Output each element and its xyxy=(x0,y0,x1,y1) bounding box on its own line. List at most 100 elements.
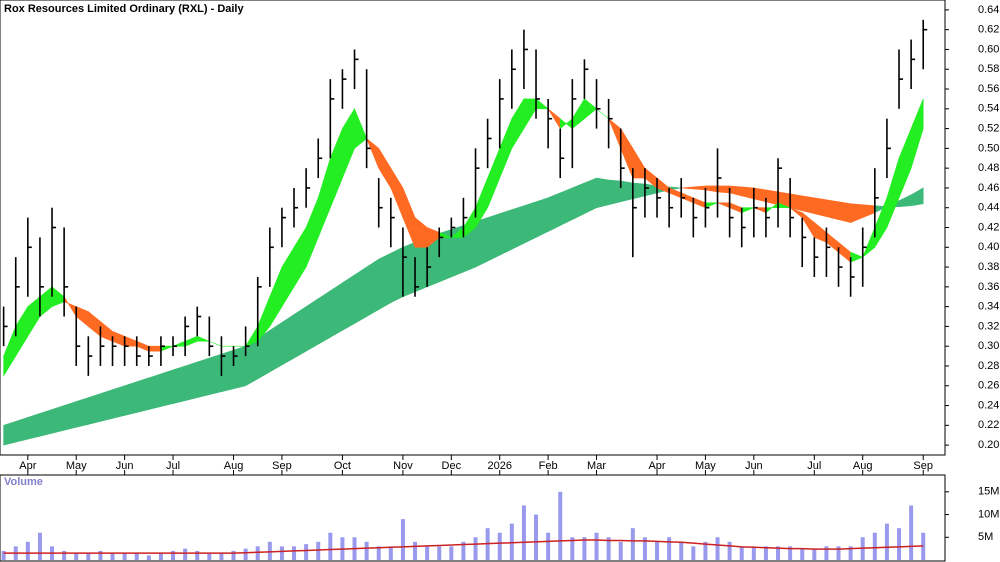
ribbon-segment xyxy=(717,185,730,194)
ribbon-segment xyxy=(172,365,186,404)
volume-bar xyxy=(763,546,768,560)
volume-bar xyxy=(292,546,297,560)
x-tick-label: Dec xyxy=(442,460,462,472)
volume-bar xyxy=(776,546,781,560)
chart-title: Rox Resources Limited Ordinary (RXL) - D… xyxy=(4,3,244,15)
ribbon-segment xyxy=(330,282,343,338)
volume-bar xyxy=(437,546,442,560)
volume-label: Volume xyxy=(4,476,43,488)
y-tick-label: 0.48 xyxy=(978,162,999,174)
y-tick-label: 0.26 xyxy=(978,380,999,392)
ribbon-segment xyxy=(765,189,779,206)
volume-bar xyxy=(219,553,224,560)
ribbon-segment xyxy=(112,385,125,419)
volume-bar xyxy=(897,528,902,560)
volume-bar xyxy=(461,541,466,560)
y-tick-label: 0.38 xyxy=(978,261,999,273)
ribbon-segment xyxy=(910,98,924,169)
ribbon-segment xyxy=(378,252,392,311)
y-tick-label: 0.50 xyxy=(978,142,999,154)
volume-bar xyxy=(703,541,708,560)
y-tick-label: 0.58 xyxy=(978,63,999,75)
volume-bar xyxy=(376,546,381,560)
volume-bar xyxy=(37,532,42,560)
ribbon-segment xyxy=(317,290,331,345)
x-tick-label: Jul xyxy=(807,460,821,472)
y-tick-label: 0.34 xyxy=(978,301,999,313)
y-tick-label: 0.30 xyxy=(978,340,999,352)
ribbon-segment xyxy=(196,357,210,399)
ribbon-segment xyxy=(596,177,609,209)
ribbon-segment xyxy=(3,420,17,446)
volume-bar xyxy=(122,553,127,560)
volume-bar xyxy=(497,532,502,560)
volume-bar xyxy=(751,546,756,560)
volume-pane xyxy=(0,474,946,562)
ribbon-segment xyxy=(75,397,89,428)
ribbon-segment xyxy=(523,201,537,244)
volume-bar xyxy=(594,532,599,560)
ribbon-segment xyxy=(511,205,525,250)
x-tick-label: 2026 xyxy=(487,460,511,472)
x-tick-label: Aug xyxy=(853,460,873,472)
volume-bar xyxy=(86,553,91,560)
ribbon-segment xyxy=(354,108,367,150)
volume-bar xyxy=(812,548,817,560)
volume-bar xyxy=(739,546,744,560)
y-tick-label: 0.20 xyxy=(978,439,999,451)
volume-bar xyxy=(800,548,805,560)
volume-bar xyxy=(400,519,405,560)
y-tick-label: 0.52 xyxy=(978,122,999,134)
y-tick-label: 0.44 xyxy=(978,202,999,214)
ribbon-segment xyxy=(366,258,380,318)
volume-bar xyxy=(158,553,163,560)
volume-bar xyxy=(243,548,248,560)
volume-bar xyxy=(715,537,720,560)
ribbon-segment xyxy=(269,321,283,373)
volume-bar xyxy=(630,528,635,560)
ribbon-segment xyxy=(233,345,246,390)
volume-bar xyxy=(570,537,575,560)
ribbon-segment xyxy=(148,345,162,352)
x-tick-label: Jun xyxy=(116,460,134,472)
y-tick-label: 0.54 xyxy=(978,103,999,115)
x-tick-label: Jun xyxy=(745,460,763,472)
volume-bar xyxy=(62,550,67,560)
ribbon-segment xyxy=(88,393,101,425)
volume-bar xyxy=(195,550,200,560)
x-tick-label: Apr xyxy=(648,460,665,472)
volume-bar xyxy=(183,548,188,560)
y-tick-label: 0.60 xyxy=(978,43,999,55)
volume-bar xyxy=(316,541,321,560)
volume-bar xyxy=(304,544,309,560)
x-tick-label: Aug xyxy=(224,460,244,472)
ribbon-segment xyxy=(136,377,150,413)
y-tick-label: 0.24 xyxy=(978,399,999,411)
volume-bar xyxy=(328,532,333,560)
ribbon-segment xyxy=(281,313,295,366)
volume-bar xyxy=(691,546,696,560)
volume-tick-label: 5M xyxy=(978,531,993,543)
ribbon-segment xyxy=(148,373,162,410)
volume-bar xyxy=(207,553,212,560)
y-tick-label: 0.36 xyxy=(978,281,999,293)
volume-bar xyxy=(171,550,176,560)
y-tick-label: 0.28 xyxy=(978,360,999,372)
ribbon-segment xyxy=(632,182,646,200)
x-tick-label: May xyxy=(695,460,716,472)
ribbon-segment xyxy=(535,197,549,238)
ribbon-segment xyxy=(838,201,851,223)
y-tick-label: 0.32 xyxy=(978,320,999,332)
ribbon-segment xyxy=(402,241,416,298)
x-tick-label: Feb xyxy=(539,460,558,472)
volume-bar xyxy=(25,541,30,560)
y-tick-label: 0.40 xyxy=(978,241,999,253)
ribbon-segment xyxy=(354,266,367,324)
volume-tick-label: 15M xyxy=(978,486,999,498)
ribbon-segment xyxy=(608,179,622,206)
volume-bar xyxy=(146,555,151,560)
volume-bar xyxy=(606,537,611,560)
volume-bar xyxy=(642,537,647,560)
x-tick-label: Sep xyxy=(272,460,292,472)
